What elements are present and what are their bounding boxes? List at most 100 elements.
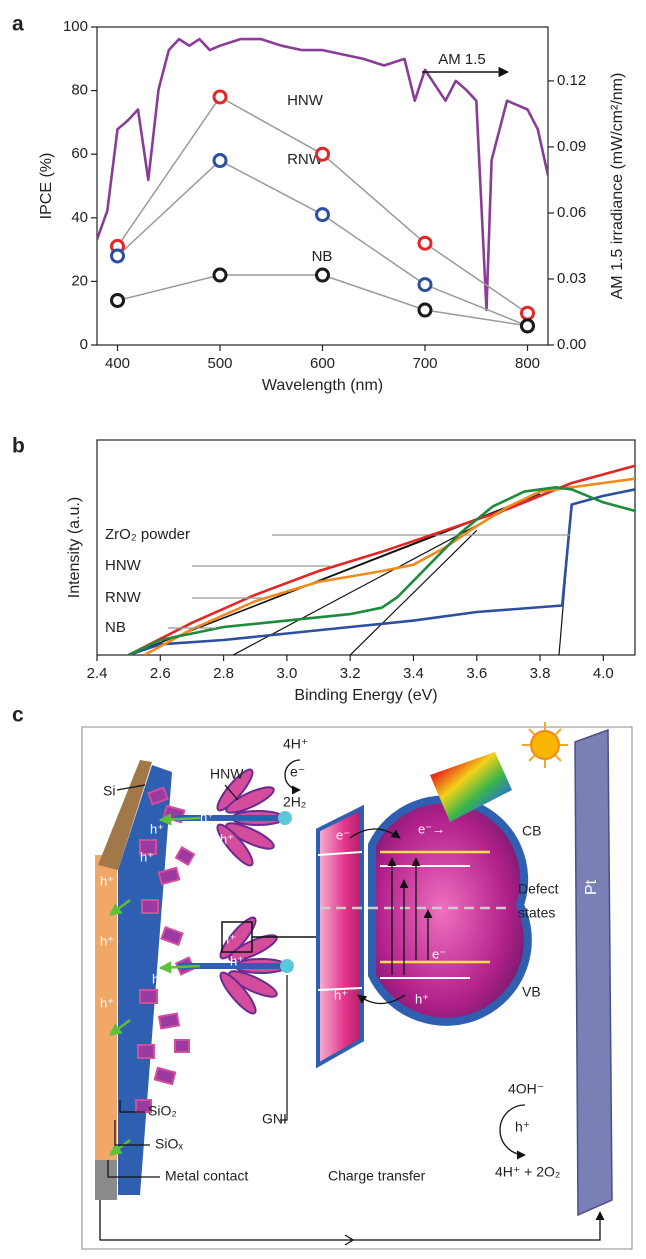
diagram-label: e⁻→: [418, 821, 445, 836]
diagram-label: 4H⁺ + 2O₂: [495, 1164, 560, 1180]
data-point: [520, 318, 535, 334]
series-line: [116, 159, 528, 327]
transfer-arrow: [357, 994, 406, 1005]
diagram-label: VB: [522, 984, 541, 1000]
y-tick-label: 80: [71, 82, 88, 99]
diagram-label: h⁺: [100, 995, 114, 1010]
series-line: [128, 464, 635, 655]
tangent-line: [349, 529, 478, 655]
y2-tick-label: 0.12: [557, 72, 586, 89]
diagram-label: h⁺: [140, 849, 154, 864]
diagram-label: SiO₂: [148, 1103, 177, 1119]
diagram-label: states: [518, 905, 555, 921]
x-axis-title: Binding Energy (eV): [294, 687, 437, 704]
x-tick-label: 2.4: [87, 665, 108, 682]
data-point: [212, 153, 228, 169]
diagram-label: SiOₓ: [155, 1136, 183, 1152]
y2-tick-label: 0.06: [557, 204, 586, 221]
diagram-label: Defect: [518, 881, 559, 897]
panel-label: c: [12, 704, 24, 727]
series-line: [128, 486, 635, 655]
series-label: HNW: [105, 557, 142, 574]
substrate: [95, 855, 117, 1190]
diagram-label: h⁺: [220, 831, 234, 846]
diagram-label: h⁺: [212, 857, 226, 872]
nanowire-section: [316, 804, 364, 1069]
data-point: [315, 267, 330, 283]
diagram-label: h⁺: [415, 991, 429, 1006]
data-point: [212, 267, 228, 283]
x-tick-label: 800: [515, 355, 540, 372]
y-tick-label: 60: [71, 145, 88, 162]
diagram-label: e⁻: [336, 827, 350, 842]
series-label: ZrO₂ powder: [105, 526, 190, 543]
plot-frame: [96, 439, 636, 656]
x-tick-label: 3.6: [466, 665, 487, 682]
y2-tick-label: 0.03: [557, 270, 586, 287]
x-tick-label: 3.8: [530, 665, 551, 682]
x-tick-label: 400: [105, 355, 130, 372]
diagram-label: h⁺: [222, 931, 236, 946]
diagram-label: e⁻: [290, 764, 305, 780]
y-tick-label: 20: [71, 272, 88, 289]
metal-contact: [95, 1160, 117, 1200]
diagram-label: HNW: [210, 766, 244, 782]
series-label: NB: [312, 248, 333, 265]
diagram-label: h⁺: [100, 873, 114, 888]
y-axis-title: IPCE (%): [38, 153, 55, 220]
diagram-label: Charge transfer: [328, 1168, 426, 1184]
series-label: NB: [105, 619, 126, 636]
data-point: [520, 305, 535, 321]
data-point: [110, 248, 125, 264]
pt-electrode: [574, 728, 613, 1217]
nanorods: [135, 786, 196, 1113]
gni: [278, 811, 292, 825]
series-label: HNW: [287, 92, 324, 109]
light-spectrum: [430, 752, 512, 822]
band-line: [317, 987, 363, 991]
y2-tick-label: 0.09: [557, 138, 586, 155]
diagram-label: h⁺: [152, 971, 166, 986]
data-point: [417, 277, 433, 293]
y2-axis-title: AM 1.5 irradiance (mW/cm²/nm): [609, 73, 626, 300]
diagram-label: 4H⁺: [283, 736, 308, 752]
y-tick-label: 0: [80, 336, 88, 353]
diagram-label: CB: [522, 823, 541, 839]
gni: [280, 959, 294, 973]
diagram-label: h⁺: [100, 933, 114, 948]
band-line: [317, 851, 363, 856]
diagram-label: Metal contact: [165, 1168, 248, 1184]
x-axis-title: Wavelength (nm): [262, 377, 383, 394]
data-point: [417, 235, 433, 251]
x-tick-label: 700: [412, 355, 437, 372]
panel-label: a: [12, 13, 24, 36]
green-arrows: [109, 813, 201, 1156]
data-point: [315, 207, 330, 223]
series-label: AM 1.5: [438, 51, 486, 68]
x-tick-label: 600: [310, 355, 335, 372]
reaction-arrow: [499, 1104, 526, 1160]
diagram-label: 4OH⁻: [508, 1081, 544, 1097]
diagram-label: GNI: [262, 1111, 287, 1127]
circuit-arrow: [344, 1234, 355, 1246]
series-line: [97, 37, 548, 312]
x-tick-label: 3.2: [340, 665, 361, 682]
diagram-label: Si: [103, 783, 115, 799]
x-tick-label: 500: [207, 355, 232, 372]
particle: [368, 795, 532, 1026]
callouts: [107, 784, 288, 1178]
data-point: [212, 89, 228, 105]
x-tick-label: 3.0: [276, 665, 297, 682]
diagram-art: [81, 722, 633, 1250]
y-tick-label: 40: [71, 209, 88, 226]
reaction-arrow: [284, 759, 301, 795]
sun: [522, 722, 568, 768]
diagram-label: h⁺: [515, 1119, 530, 1135]
data-point: [315, 146, 330, 162]
x-tick-label: 2.6: [150, 665, 171, 682]
series-label: RNW: [105, 589, 142, 606]
diagram-label: h⁺: [150, 821, 164, 836]
y-axis-title: Intensity (a.u.): [66, 497, 83, 598]
x-tick-label: 2.8: [213, 665, 234, 682]
